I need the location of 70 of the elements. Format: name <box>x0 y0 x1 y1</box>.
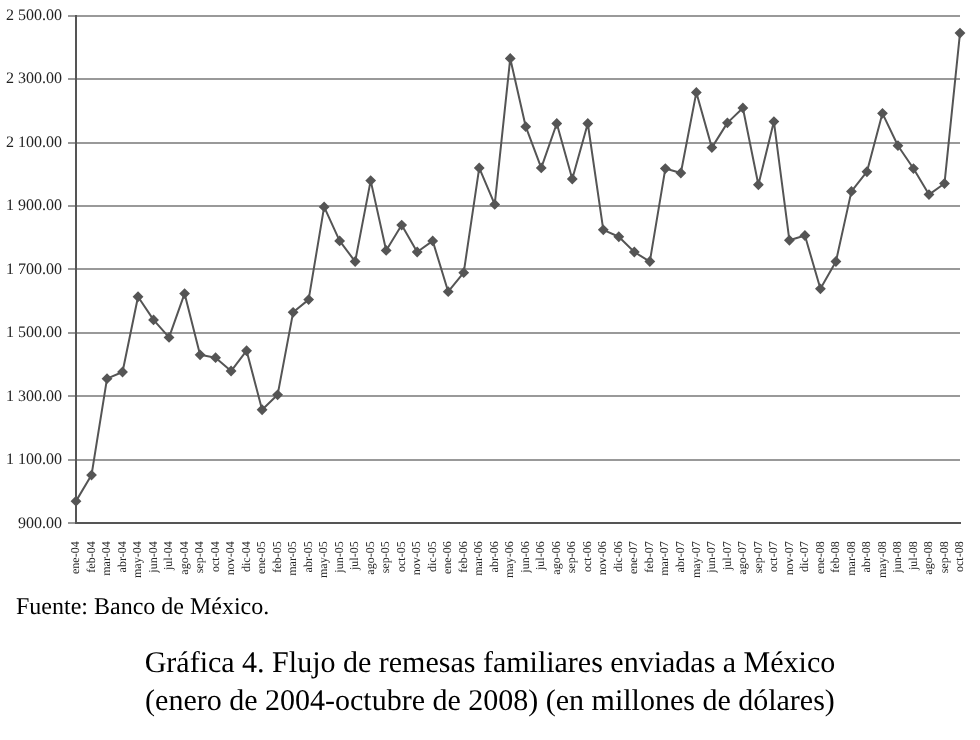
point <box>257 404 268 415</box>
point <box>133 291 144 302</box>
point <box>210 352 221 363</box>
point <box>691 87 702 98</box>
point <box>551 118 562 129</box>
y-tick-label: 2 100.00 <box>6 132 62 151</box>
point <box>722 117 733 128</box>
point <box>86 470 97 481</box>
point <box>272 389 283 400</box>
point <box>644 256 655 267</box>
point <box>288 307 299 318</box>
point <box>489 199 500 210</box>
point <box>955 28 965 39</box>
point <box>567 174 578 185</box>
y-tick-label: 2 500.00 <box>6 5 62 24</box>
point <box>939 178 950 189</box>
point <box>675 168 686 178</box>
y-tick-label: 1 500.00 <box>6 323 62 342</box>
point <box>784 235 795 246</box>
point <box>908 163 919 174</box>
point <box>737 102 748 113</box>
y-tick-label: 900.00 <box>18 513 62 532</box>
point <box>706 142 717 153</box>
point <box>412 247 423 258</box>
point <box>148 314 159 325</box>
text: (enero de 2004-octubre de 2008) (en millones de dólares) <box>143 684 837 722</box>
point <box>241 345 252 356</box>
point <box>861 166 872 177</box>
point <box>520 121 531 132</box>
y-tick-label: 1 900.00 <box>6 196 62 215</box>
point <box>396 220 407 231</box>
point <box>598 224 609 235</box>
point <box>629 247 640 258</box>
point <box>102 373 113 384</box>
point <box>365 175 376 186</box>
point <box>195 349 206 360</box>
point <box>613 231 624 242</box>
point <box>474 162 485 173</box>
point <box>923 189 934 200</box>
point <box>350 256 361 267</box>
point <box>179 288 190 299</box>
point <box>660 163 671 174</box>
point <box>226 366 237 377</box>
y-tick-label: 2 300.00 <box>6 69 62 88</box>
y-tick-label: 1 100.00 <box>6 450 62 469</box>
point <box>458 267 469 278</box>
point <box>877 108 888 119</box>
point <box>117 366 128 377</box>
point <box>381 245 392 256</box>
point <box>815 283 826 294</box>
y-tick-label: 1 700.00 <box>6 259 62 278</box>
point <box>582 118 593 129</box>
source-note: Fuente: Banco de México. <box>16 592 272 622</box>
point <box>164 332 175 343</box>
point <box>334 235 345 246</box>
y-tick-label: 1 300.00 <box>6 386 62 405</box>
point <box>427 235 438 246</box>
point <box>319 201 330 212</box>
point <box>892 140 903 151</box>
point <box>830 256 841 267</box>
point <box>443 286 454 297</box>
point <box>753 179 764 190</box>
point <box>71 496 81 507</box>
point <box>536 162 547 173</box>
point <box>846 186 857 197</box>
point <box>505 53 516 64</box>
text: Gráfica 4. Flujo de remesas familiares enviadas a México <box>142 646 838 684</box>
point <box>799 230 810 241</box>
point <box>303 294 314 305</box>
point <box>768 116 779 127</box>
